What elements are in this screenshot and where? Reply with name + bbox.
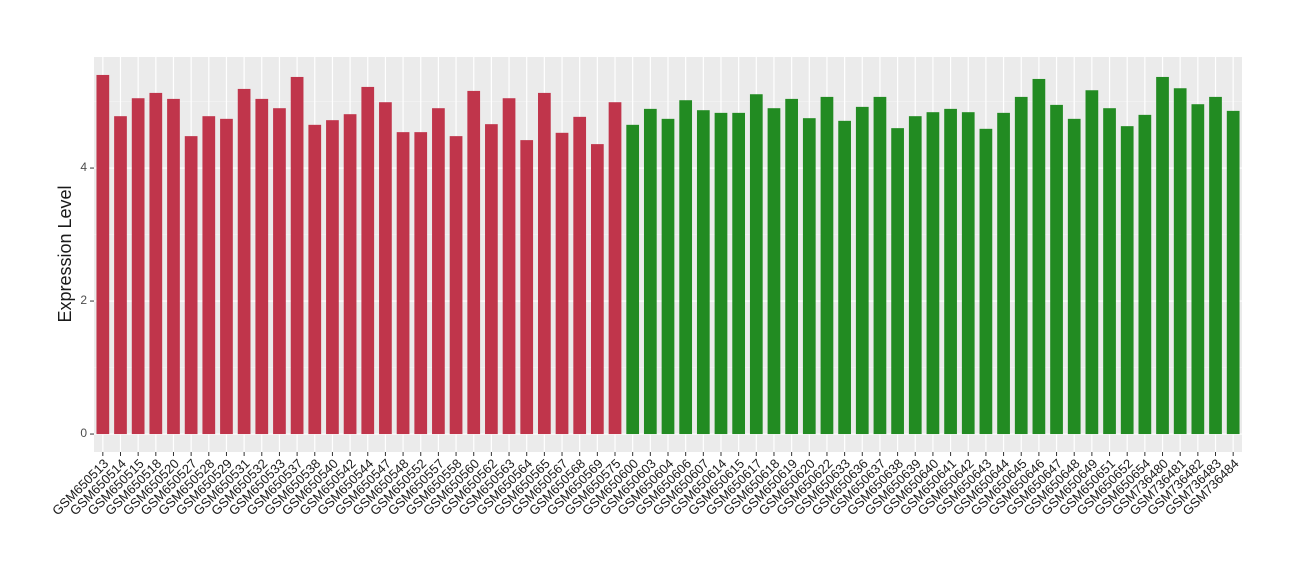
y-tick-label: 4 xyxy=(80,160,87,174)
bar xyxy=(643,108,657,435)
bar xyxy=(1191,104,1205,435)
bar xyxy=(1138,114,1152,435)
bar xyxy=(679,100,693,435)
bar xyxy=(732,112,746,435)
bar xyxy=(290,76,304,435)
bar xyxy=(1156,76,1169,435)
bar xyxy=(114,116,127,435)
bar xyxy=(1067,118,1081,435)
bar xyxy=(1032,78,1046,435)
bar xyxy=(908,116,922,435)
bar xyxy=(502,98,516,435)
bar xyxy=(432,108,445,435)
bar xyxy=(202,116,216,435)
y-axis-title: Expression Level xyxy=(55,185,75,322)
bar xyxy=(414,132,428,435)
bar xyxy=(308,124,322,435)
bar xyxy=(449,136,463,435)
bar xyxy=(749,94,763,435)
bar xyxy=(1014,96,1028,435)
bar xyxy=(1226,110,1240,435)
bar xyxy=(1085,90,1099,435)
bar xyxy=(361,86,375,435)
bar xyxy=(184,136,198,435)
bar xyxy=(326,120,339,435)
bar xyxy=(979,128,993,435)
bar xyxy=(838,120,851,435)
bar xyxy=(714,112,728,435)
bar xyxy=(573,116,587,435)
bar xyxy=(961,112,975,435)
bar xyxy=(149,92,163,435)
bar xyxy=(696,110,710,435)
y-tick-label: 2 xyxy=(80,293,87,307)
bar xyxy=(802,118,816,435)
bar xyxy=(997,112,1010,435)
bar xyxy=(1050,104,1063,435)
bar xyxy=(855,106,869,435)
bar xyxy=(237,88,251,435)
bar xyxy=(131,98,145,435)
bar xyxy=(167,98,180,435)
bar xyxy=(273,108,286,435)
bar xyxy=(1209,96,1222,435)
bar xyxy=(873,96,887,435)
y-tick-label: 0 xyxy=(80,426,87,440)
bar xyxy=(555,132,569,435)
bar xyxy=(255,98,269,435)
bar xyxy=(608,102,622,435)
bar xyxy=(396,132,410,435)
bar xyxy=(926,112,940,435)
bar xyxy=(538,92,551,435)
bar xyxy=(767,108,781,435)
bar xyxy=(944,108,957,435)
bar xyxy=(379,102,392,435)
bar xyxy=(485,124,498,435)
bar xyxy=(891,128,904,435)
bar xyxy=(661,118,675,435)
bar xyxy=(1103,108,1116,435)
bar xyxy=(467,90,481,435)
bar xyxy=(96,74,110,435)
bar xyxy=(785,98,798,435)
bar xyxy=(220,118,233,435)
bar xyxy=(590,144,604,435)
bar xyxy=(520,140,534,435)
bar xyxy=(343,114,357,435)
bar xyxy=(1120,126,1134,435)
bar xyxy=(1173,88,1187,435)
bar xyxy=(820,96,834,435)
bar xyxy=(626,124,640,435)
